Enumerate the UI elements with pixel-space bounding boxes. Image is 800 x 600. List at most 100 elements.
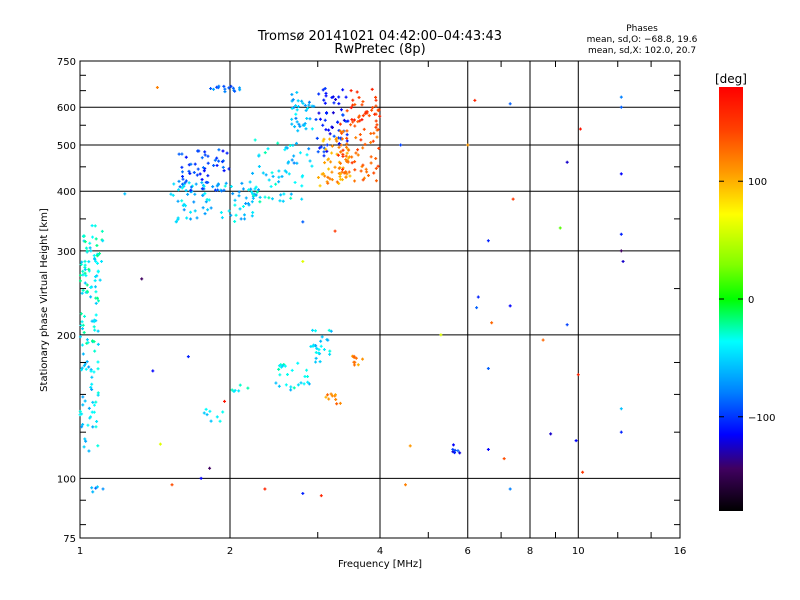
data-point [578, 127, 582, 131]
data-point [281, 199, 285, 203]
data-point [294, 112, 298, 116]
data-point [508, 487, 512, 491]
data-point [96, 367, 100, 371]
data-point [300, 99, 304, 103]
data-point [345, 129, 349, 133]
y-tick-label: 75 [63, 534, 76, 545]
data-point [306, 106, 310, 110]
data-point [203, 192, 207, 196]
data-point [270, 171, 274, 175]
data-point [619, 105, 623, 109]
data-point [184, 179, 188, 183]
data-point [340, 131, 344, 135]
data-point [94, 290, 98, 294]
data-point [206, 208, 210, 212]
data-point [374, 156, 378, 160]
data-point [94, 486, 98, 490]
data-point [359, 138, 363, 142]
data-point [95, 261, 99, 265]
data-point [327, 397, 331, 401]
data-point [229, 185, 233, 189]
data-point [211, 185, 215, 189]
data-point [308, 117, 312, 121]
data-point [221, 149, 225, 153]
data-point [301, 220, 305, 224]
data-point [229, 213, 233, 217]
data-point [619, 407, 623, 411]
data-point [94, 301, 98, 305]
data-point [330, 95, 334, 99]
legend-o-stats: mean, sd,O: −68.8, 19.6 [587, 35, 698, 45]
data-point [96, 329, 100, 333]
data-point [372, 131, 376, 135]
data-point [324, 395, 328, 399]
data-point [358, 133, 362, 137]
data-point [344, 175, 348, 179]
data-point [192, 200, 196, 204]
data-point [172, 182, 176, 186]
data-point [353, 160, 357, 164]
y-axis-ticks: 75 100 200 300 400 500 600 750 [57, 57, 680, 545]
data-point [233, 388, 237, 392]
y-tick-label: 500 [57, 141, 76, 152]
data-point [320, 335, 324, 339]
data-point [254, 185, 258, 189]
data-point [206, 174, 210, 178]
data-point [336, 120, 340, 124]
data-point [329, 329, 333, 333]
data-point [94, 275, 98, 279]
data-point [371, 139, 375, 143]
data-point [200, 178, 204, 182]
x-axis-ticks: 1 2 4 6 8 10 16 [77, 61, 686, 557]
data-point [79, 312, 83, 316]
data-point [344, 154, 348, 158]
data-point [257, 153, 261, 157]
data-point [204, 200, 208, 204]
data-point [93, 257, 97, 261]
data-point [295, 90, 299, 94]
data-point [473, 98, 477, 102]
data-point [339, 143, 343, 147]
data-point [181, 177, 185, 181]
data-point [95, 420, 99, 424]
data-point [331, 111, 335, 115]
data-point [186, 355, 190, 359]
data-point [189, 217, 193, 221]
data-point [185, 216, 189, 220]
data-point [263, 151, 267, 155]
data-point [341, 148, 345, 152]
data-point [82, 234, 86, 238]
data-point [361, 357, 365, 361]
data-point [90, 382, 94, 386]
data-point [87, 365, 91, 369]
data-point [89, 415, 93, 419]
data-point [315, 136, 319, 140]
data-point [81, 323, 85, 327]
data-point [295, 108, 299, 112]
data-point [326, 175, 330, 179]
data-point [84, 367, 88, 371]
data-point [199, 476, 203, 480]
data-point [338, 175, 342, 179]
data-point [350, 161, 354, 165]
data-point [333, 165, 337, 169]
data-point [220, 216, 224, 220]
data-point [327, 157, 331, 161]
data-point [231, 192, 235, 196]
data-points [78, 84, 625, 498]
data-point [151, 369, 155, 373]
data-point [328, 132, 332, 136]
data-point [347, 148, 351, 152]
data-point [180, 152, 184, 156]
data-point [78, 413, 82, 417]
data-point [310, 164, 314, 168]
data-point [216, 188, 220, 192]
data-point [333, 229, 337, 233]
data-point [327, 167, 331, 171]
data-point [352, 363, 356, 367]
data-point [290, 368, 294, 372]
data-point [218, 419, 222, 423]
data-point [169, 192, 173, 196]
data-point [84, 246, 88, 250]
data-point [81, 395, 85, 399]
